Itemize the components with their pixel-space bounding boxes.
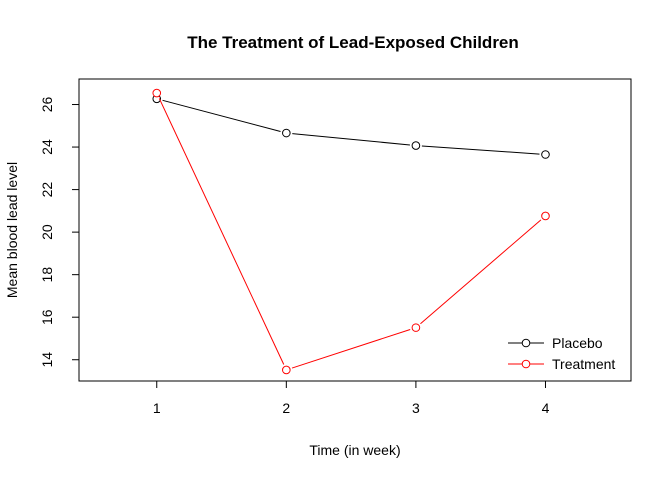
y-axis-label: Mean blood lead level (4, 162, 20, 298)
series-treatment (152, 88, 550, 375)
data-point (282, 365, 291, 375)
series-line-segment (421, 145, 540, 155)
legend-item: Treatment (508, 356, 615, 372)
series-line-segment (292, 133, 410, 146)
series-layer (152, 88, 550, 375)
y-tick-label: 16 (39, 309, 55, 325)
y-tick-label: 22 (39, 182, 55, 198)
y-tick-label: 26 (39, 97, 55, 113)
y-tick-label: 24 (39, 139, 55, 155)
data-point (152, 88, 162, 98)
plot-area-frame (78, 78, 632, 382)
x-tick-label: 1 (153, 400, 161, 416)
x-axis: 1 2 3 4 (153, 380, 550, 416)
legend-label: Placebo (552, 335, 603, 351)
x-tick-label: 3 (412, 400, 420, 416)
legend-item: Placebo (508, 335, 603, 351)
data-point (282, 128, 291, 138)
legend-label: Treatment (552, 356, 615, 372)
data-point (411, 141, 421, 150)
data-point (541, 150, 550, 159)
series-line-segment (420, 219, 542, 325)
legend-marker (521, 359, 531, 369)
x-tick-label: 4 (542, 400, 550, 416)
data-point (541, 211, 550, 221)
legend-marker (521, 338, 531, 348)
chart-title: The Treatment of Lead-Exposed Children (187, 33, 519, 52)
series-line-segment (162, 99, 281, 132)
series-placebo (152, 94, 550, 159)
y-tick-label: 14 (39, 352, 55, 368)
series-line-segment (158, 98, 285, 365)
data-point (411, 323, 421, 332)
y-axis: 14 16 18 20 22 24 26 (39, 97, 80, 368)
y-tick-label: 20 (39, 224, 55, 240)
legend: Placebo Treatment (508, 335, 615, 372)
series-line-segment (291, 329, 411, 369)
x-axis-label: Time (in week) (309, 442, 400, 458)
y-tick-label: 18 (39, 267, 55, 283)
x-tick-label: 2 (282, 400, 290, 416)
